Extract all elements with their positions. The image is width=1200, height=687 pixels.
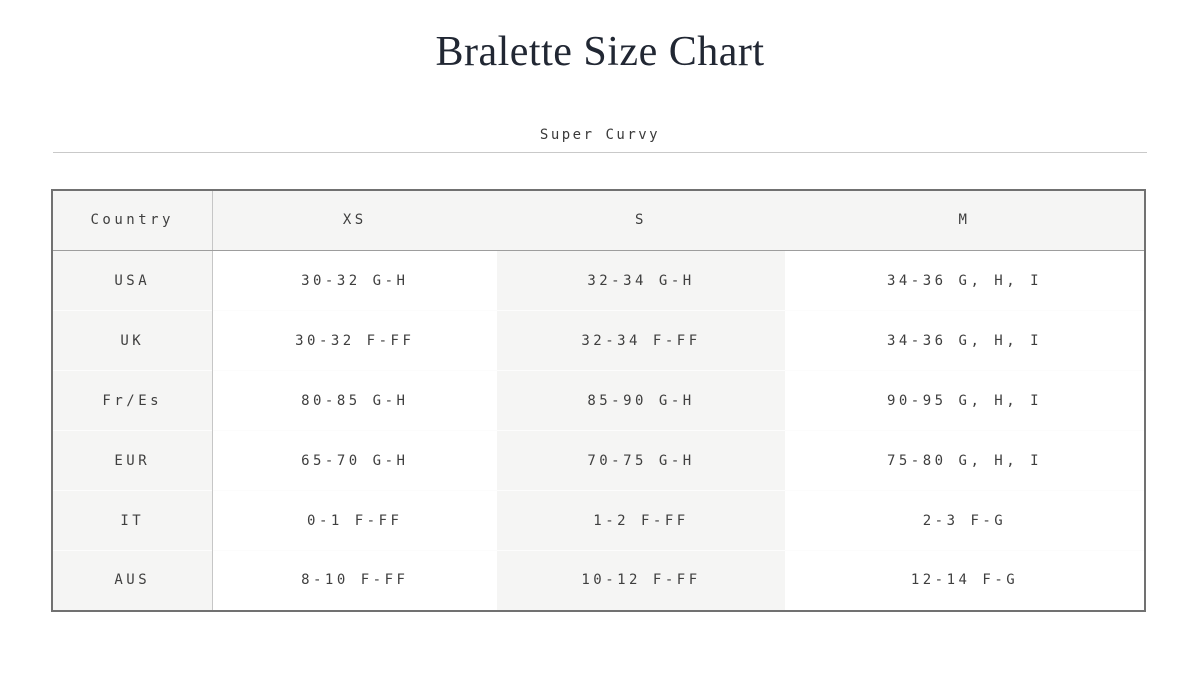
cell-m: 90-95 G, H, I <box>785 370 1145 431</box>
cell-m: 34-36 G, H, I <box>785 310 1145 371</box>
tab-super-curvy[interactable]: Super Curvy <box>539 126 661 143</box>
table-row: USA 30-32 G-H 32-34 G-H 34-36 G, H, I <box>52 250 1145 311</box>
cell-xs: 65-70 G-H <box>212 430 497 491</box>
header-row: Country XS S M <box>52 189 1145 252</box>
header-xs: XS <box>212 189 497 252</box>
size-table-header: Country XS S M <box>52 189 1145 252</box>
header-m: M <box>785 189 1145 252</box>
size-chart-table-container: Country XS S M USA 30-32 G-H 32-34 G-H 34-3… <box>51 188 1200 612</box>
page-title: Bralette Size Chart <box>435 29 765 75</box>
cell-xs: 0-1 F-FF <box>212 490 497 551</box>
size-table-body: USA 30-32 G-H 32-34 G-H 34-36 G, H, I UK 30-3… <box>52 250 1145 611</box>
cell-xs: 30-32 F-FF <box>212 310 497 371</box>
table-row: UK 30-32 F-FF 32-34 F-FF 34-36 G, H, I <box>52 310 1145 371</box>
table-row: AUS 8-10 F-FF 10-12 F-FF 12-14 F-G <box>52 550 1145 611</box>
cell-xs: 30-32 G-H <box>301 272 409 289</box>
cell-xs: 8-10 F-FF <box>212 550 497 611</box>
cell-country: UK <box>52 310 213 371</box>
cell-country: IT <box>52 490 213 551</box>
size-chart-table: Country XS S M USA 30-32 G-H 32-34 G-H 34-3… <box>51 188 1146 612</box>
size-chart-tab-strip: Super Curvy <box>0 124 1200 152</box>
cell-country: USA <box>52 250 213 311</box>
cell-xs: 80-85 G-H <box>212 370 497 431</box>
tab-divider-line <box>53 151 1147 153</box>
header-s: S <box>497 189 785 252</box>
header-country: Country <box>52 189 213 252</box>
cell-country: AUS <box>52 550 213 611</box>
table-row: Fr/Es 80-85 G-H 85-90 G-H 90-95 G, H, I <box>52 370 1145 431</box>
cell-s: 10-12 F-FF <box>497 550 785 611</box>
cell-s: 70-75 G-H <box>497 430 785 491</box>
cell-m: 34-36 G, H, I <box>886 272 1043 289</box>
cell-m: 12-14 F-G <box>785 550 1145 611</box>
cell-m: 75-80 G, H, I <box>785 430 1145 491</box>
table-row: EUR 65-70 G-H 70-75 G-H 75-80 G, H, I <box>52 430 1145 491</box>
cell-m: 2-3 F-G <box>785 490 1145 551</box>
cell-s: 1-2 F-FF <box>497 490 785 551</box>
cell-s: 32-34 G-H <box>497 250 785 311</box>
cell-s: 32-34 F-FF <box>497 310 785 371</box>
cell-country: Fr/Es <box>52 370 213 431</box>
cell-country: EUR <box>52 430 213 491</box>
cell-s: 85-90 G-H <box>497 370 785 431</box>
table-row: IT 0-1 F-FF 1-2 F-FF 2-3 F-G <box>52 490 1145 551</box>
